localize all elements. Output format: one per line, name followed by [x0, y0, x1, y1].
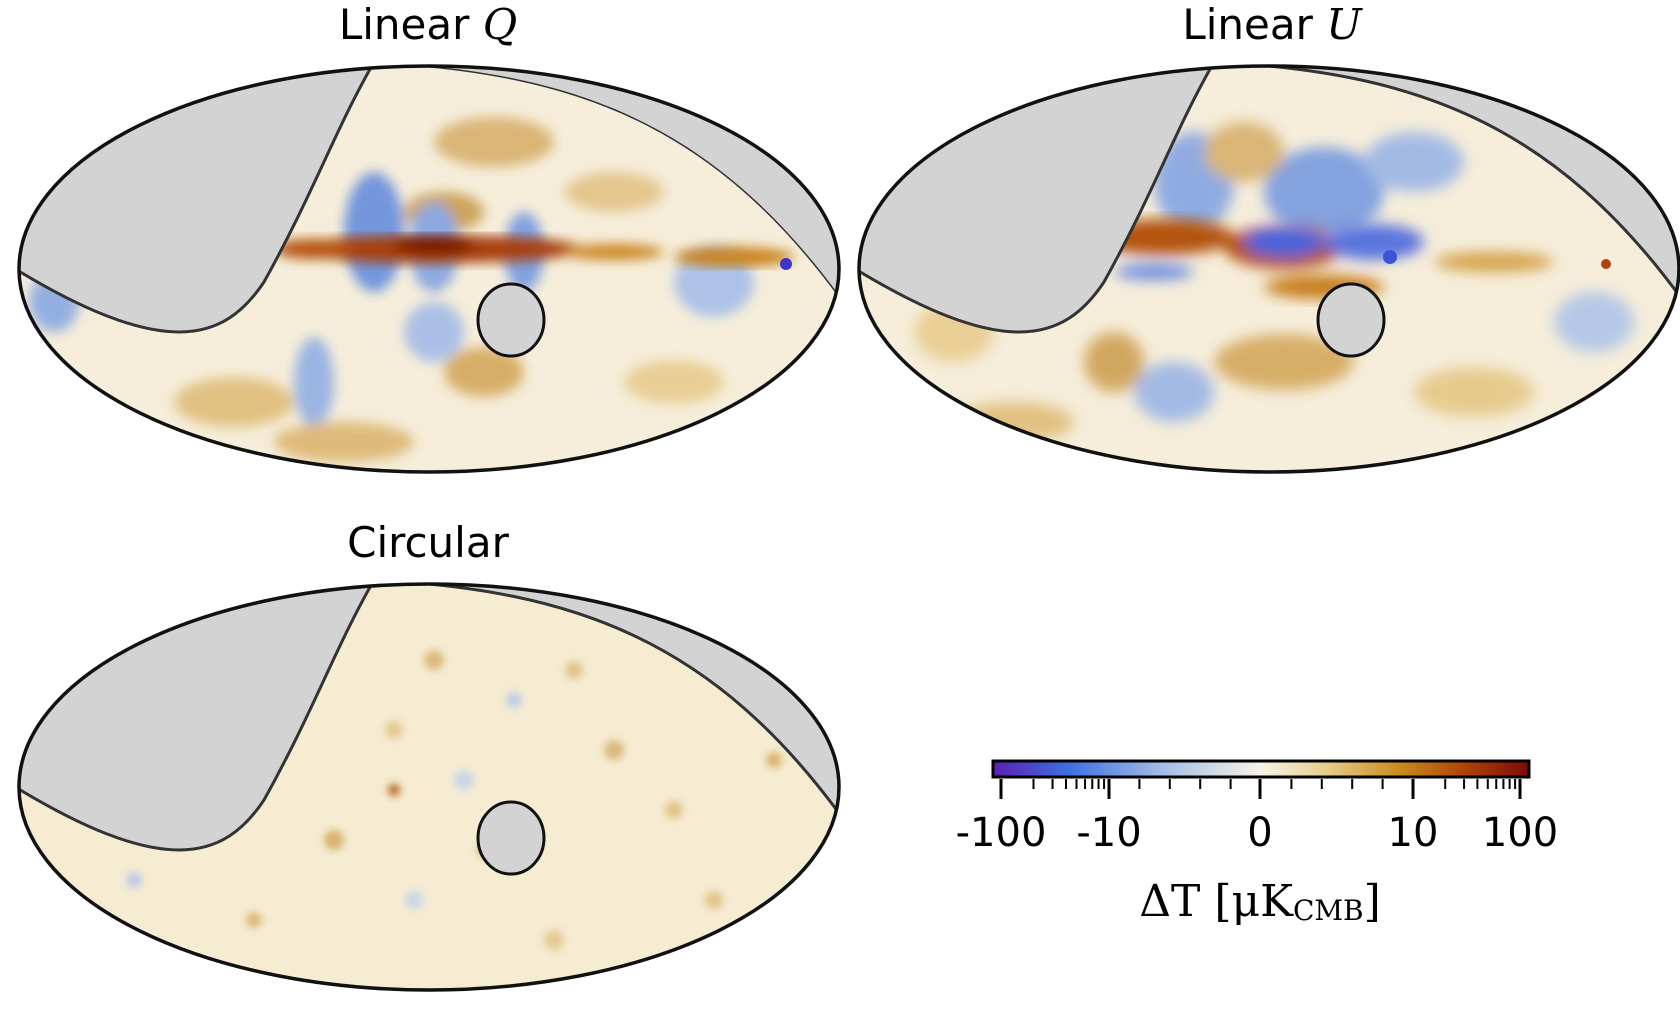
colorbar-tick-label: 100: [1482, 810, 1558, 856]
panel-title-text: Circular: [347, 518, 509, 567]
mollweide-map-linear-u: [857, 64, 1680, 474]
colorbar-gradient: [991, 759, 1531, 779]
panel-title-text: Linear: [1182, 0, 1327, 49]
colorbar-axis-label: ΔT [μKCMB]: [1139, 876, 1381, 927]
panel-title-text: Linear: [338, 0, 483, 49]
sky-structures: [29, 117, 754, 462]
colorbar-tick-label: -10: [1076, 810, 1141, 856]
mollweide-map-linear-q: [17, 64, 841, 474]
panel-title-var: Q: [482, 0, 518, 49]
colorbar-ticks: [999, 779, 1522, 799]
point-source: [1383, 250, 1397, 264]
mask-hole: [1316, 282, 1386, 358]
panel-title-var: U: [1326, 0, 1362, 49]
mask-hole: [476, 800, 546, 876]
panel-title-circular: Circular: [178, 518, 678, 568]
colorbar-label-main: ΔT [μK: [1139, 876, 1294, 927]
point-source: [1601, 259, 1611, 269]
map-outline: [17, 582, 841, 992]
colorbar-label-sub: CMB: [1293, 894, 1364, 927]
panel-title-linear-q: Linear Q: [178, 0, 678, 50]
map-outline: [857, 64, 1680, 474]
panel-title-linear-u: Linear U: [1022, 0, 1522, 50]
colorbar-tick-label: 0: [1247, 810, 1272, 856]
sky-noise: [126, 650, 782, 950]
mollweide-map-circular: [17, 582, 841, 992]
colorbar-tick-label: -100: [956, 810, 1047, 856]
mask-hole: [476, 282, 546, 358]
sky-structures: [914, 122, 1634, 442]
mask-edge-right-sky: [374, 66, 839, 302]
map-outline: [17, 64, 841, 474]
galactic-plane-emission: [274, 235, 794, 267]
colorbar-label-close: ]: [1364, 876, 1381, 927]
colorbar-tick-label: 10: [1388, 810, 1439, 856]
point-source: [780, 258, 792, 270]
